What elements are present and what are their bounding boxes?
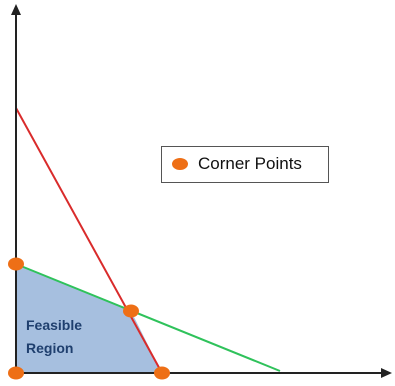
x-axis-arrow-icon (381, 368, 392, 378)
y-axis-arrow-icon (11, 4, 21, 15)
feasible-region-label-line2: Region (26, 340, 74, 356)
constraint-line-green (15, 263, 281, 372)
legend: Corner Points (161, 146, 329, 183)
feasible-region-label-line1: Feasible (26, 317, 83, 333)
corner-point-origin (8, 366, 24, 380)
corner-point-y-intercept (8, 257, 24, 271)
legend-label: Corner Points (198, 154, 302, 173)
corner-point-x-intercept (154, 366, 170, 380)
feasible-region (16, 264, 162, 373)
corner-point-intersection (123, 304, 139, 318)
corner-point-legend-icon (172, 158, 188, 170)
constraint-line-red (15, 107, 163, 374)
